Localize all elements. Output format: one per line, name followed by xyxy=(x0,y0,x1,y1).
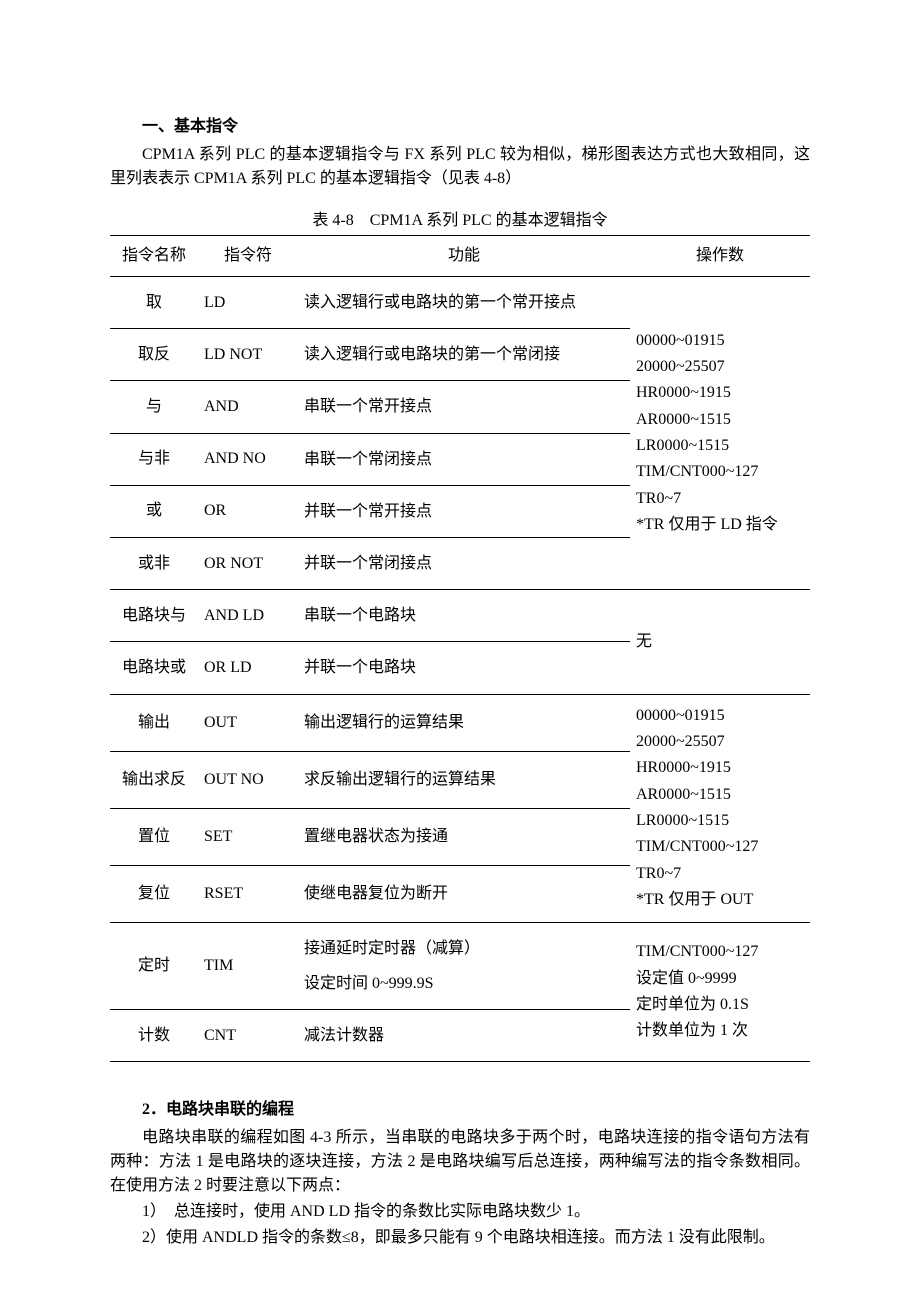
cell-name: 与非 xyxy=(110,433,198,485)
cell-sym: AND xyxy=(198,381,298,433)
cell-name: 输出 xyxy=(110,694,198,751)
cell-sym: RSET xyxy=(198,865,298,922)
intro-paragraph: CPM1A 系列 PLC 的基本逻辑指令与 FX 系列 PLC 较为相似，梯形图… xyxy=(110,143,810,191)
cell-name: 计数 xyxy=(110,1010,198,1062)
cell-operand-group-2: 无 xyxy=(630,590,810,694)
cell-name: 定时 xyxy=(110,922,198,1009)
cell-func: 读入逻辑行或电路块的第一个常闭接 xyxy=(298,329,630,381)
cell-name: 取 xyxy=(110,277,198,329)
cell-sym: CNT xyxy=(198,1010,298,1062)
cell-func: 接通延时定时器（减算） 设定时间 0~999.9S xyxy=(298,922,630,1009)
col-func: 功能 xyxy=(298,236,630,277)
cell-operand-group-1: 00000~01915 20000~25507 HR0000~1915 AR00… xyxy=(630,277,810,590)
cell-sym: OUT xyxy=(198,694,298,751)
cell-sym: SET xyxy=(198,808,298,865)
col-operand: 操作数 xyxy=(630,236,810,277)
cell-name: 输出求反 xyxy=(110,751,198,808)
cell-name: 取反 xyxy=(110,329,198,381)
cell-sym: OUT NO xyxy=(198,751,298,808)
cell-sym: LD xyxy=(198,277,298,329)
cell-sym: LD NOT xyxy=(198,329,298,381)
cell-func: 串联一个常闭接点 xyxy=(298,433,630,485)
table-row: 定时 TIM 接通延时定时器（减算） 设定时间 0~999.9S TIM/CNT… xyxy=(110,922,810,1009)
cell-sym: OR LD xyxy=(198,642,298,694)
col-name: 指令名称 xyxy=(110,236,198,277)
table-row: 输出 OUT 输出逻辑行的运算结果 00000~01915 20000~2550… xyxy=(110,694,810,751)
cell-name: 或非 xyxy=(110,537,198,589)
cell-func: 并联一个电路块 xyxy=(298,642,630,694)
cell-name: 电路块或 xyxy=(110,642,198,694)
body-paragraph: 电路块串联的编程如图 4-3 所示，当串联的电路块多于两个时，电路块连接的指令语… xyxy=(110,1126,810,1198)
cell-sym: AND NO xyxy=(198,433,298,485)
cell-func: 输出逻辑行的运算结果 xyxy=(298,694,630,751)
instruction-table: 指令名称 指令符 功能 操作数 取 LD 读入逻辑行或电路块的第一个常开接点 0… xyxy=(110,235,810,1062)
cell-func: 读入逻辑行或电路块的第一个常开接点 xyxy=(298,277,630,329)
table-row: 取 LD 读入逻辑行或电路块的第一个常开接点 00000~01915 20000… xyxy=(110,277,810,329)
section-heading: 一、基本指令 xyxy=(110,115,810,139)
table-row: 电路块与 AND LD 串联一个电路块 无 xyxy=(110,590,810,642)
cell-sym: OR NOT xyxy=(198,537,298,589)
body-paragraph: 2）使用 ANDLD 指令的条数≤8，即最多只能有 9 个电路块相连接。而方法 … xyxy=(110,1226,810,1250)
cell-func: 使继电器复位为断开 xyxy=(298,865,630,922)
cell-name: 与 xyxy=(110,381,198,433)
cell-sym: OR xyxy=(198,485,298,537)
body-paragraph: 1） 总连接时，使用 AND LD 指令的条数比实际电路块数少 1。 xyxy=(110,1200,810,1224)
cell-name: 复位 xyxy=(110,865,198,922)
table-caption: 表 4-8 CPM1A 系列 PLC 的基本逻辑指令 xyxy=(110,209,810,233)
cell-func: 减法计数器 xyxy=(298,1010,630,1062)
table-header-row: 指令名称 指令符 功能 操作数 xyxy=(110,236,810,277)
cell-func: 串联一个常开接点 xyxy=(298,381,630,433)
cell-name: 或 xyxy=(110,485,198,537)
cell-sym: TIM xyxy=(198,922,298,1009)
cell-sym: AND LD xyxy=(198,590,298,642)
col-symbol: 指令符 xyxy=(198,236,298,277)
cell-func: 并联一个常闭接点 xyxy=(298,537,630,589)
cell-func: 置继电器状态为接通 xyxy=(298,808,630,865)
cell-func: 串联一个电路块 xyxy=(298,590,630,642)
cell-operand-group-3: 00000~01915 20000~25507 HR0000~1915 AR00… xyxy=(630,694,810,922)
cell-func: 求反输出逻辑行的运算结果 xyxy=(298,751,630,808)
cell-name: 置位 xyxy=(110,808,198,865)
cell-func: 并联一个常开接点 xyxy=(298,485,630,537)
cell-operand-group-4: TIM/CNT000~127 设定值 0~9999 定时单位为 0.1S 计数单… xyxy=(630,922,810,1062)
section-heading-2: 2．电路块串联的编程 xyxy=(110,1098,810,1122)
cell-name: 电路块与 xyxy=(110,590,198,642)
